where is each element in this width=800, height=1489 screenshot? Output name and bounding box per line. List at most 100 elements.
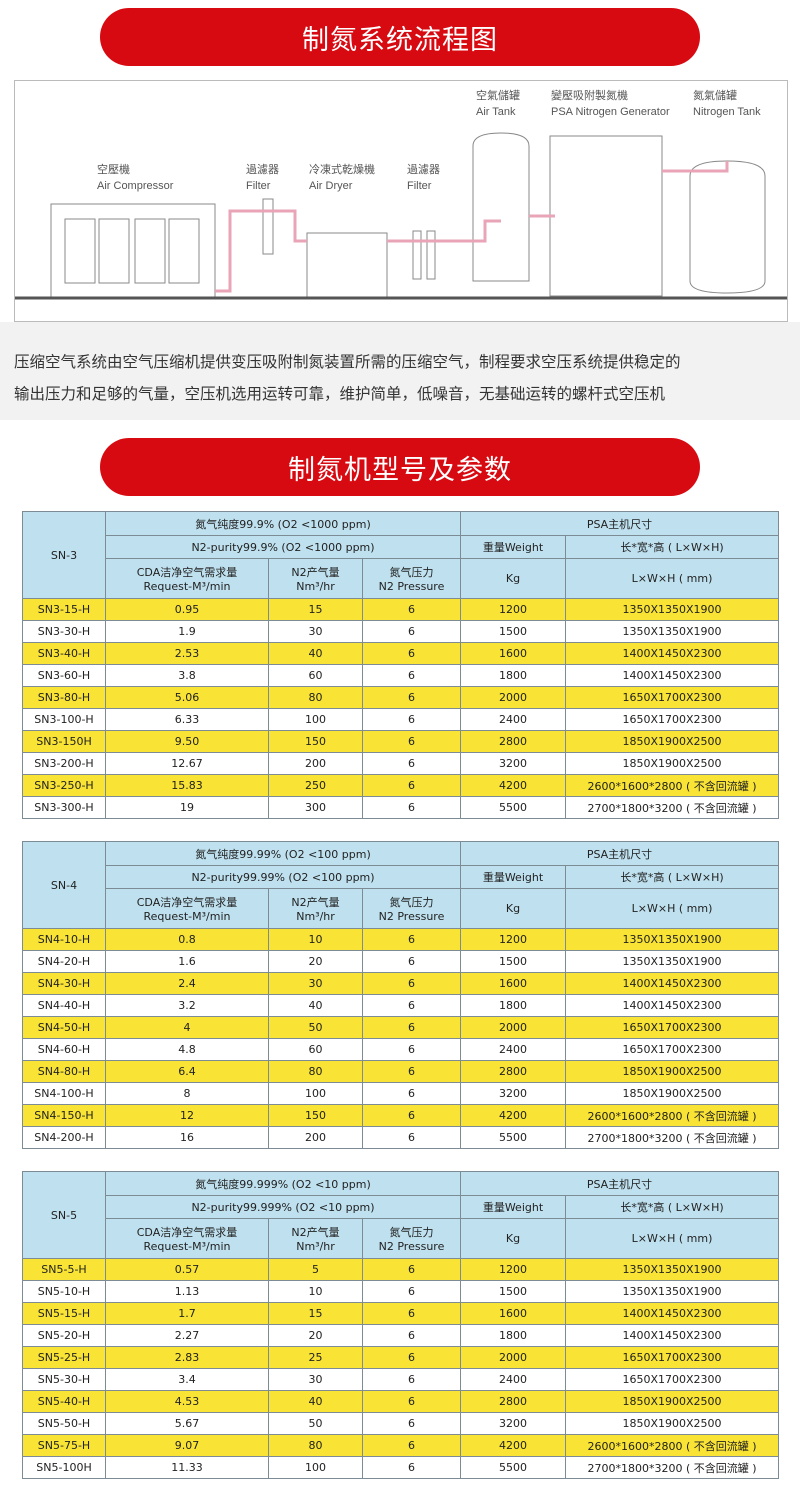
pressure-cell: 6 — [362, 1082, 461, 1105]
model-cell-text: SN4-10-H — [37, 933, 91, 946]
air-tank-en: Air Tank — [476, 106, 516, 118]
nitrogen-tank-zh: 氮氣儲罐 — [693, 88, 737, 102]
pressure-header-line2: N2 Pressure — [378, 910, 445, 923]
spec-table-sn-4: SN-4 氮气纯度99.99% (O2 <100 ppm) PSA主机尺寸 N2-pu… — [22, 841, 780, 1149]
cda-header: CDA洁净空气需求量 Request-M³/min — [105, 558, 269, 599]
model-cell-text: SN3-30-H — [37, 625, 91, 638]
spec-table-sn-5: SN-5 氮气纯度99.999% (O2 <10 ppm) PSA主机尺寸 N2-pu… — [22, 1171, 780, 1479]
weight-cell-text: 4200 — [499, 1109, 527, 1122]
n2-flow-cell: 100 — [268, 1082, 363, 1105]
pressure-header-line2: N2 Pressure — [378, 1240, 445, 1253]
dims-header: 长*宽*高 ( L×W×H) — [564, 865, 780, 889]
cda-cell-text: 4.8 — [178, 1043, 196, 1056]
cda-cell: 6.4 — [105, 1060, 269, 1083]
cda-cell-text: 16 — [180, 1131, 194, 1144]
cda-cell-text: 15.83 — [171, 779, 203, 792]
pressure-cell: 6 — [362, 1324, 461, 1347]
air-dryer-en: Air Dryer — [309, 180, 353, 192]
n2-flow-cell-text: 30 — [308, 977, 323, 990]
pressure-cell: 6 — [362, 1038, 461, 1061]
air-dryer-zh: 冷凍式乾燥機 — [309, 162, 375, 176]
dimensions-cell: 1850X1900X2500 — [564, 1082, 780, 1105]
model-cell: SN4-100-H — [22, 1082, 106, 1105]
table-row: SN3-300-H 19 300 6 5500 2700*1800*3200 ( 不含回流… — [22, 796, 780, 819]
n2-flow-cell: 150 — [268, 730, 363, 753]
weight-cell: 3200 — [460, 1412, 566, 1435]
pressure-cell-text: 6 — [408, 1351, 415, 1364]
dimensions-cell: 1400X1450X2300 — [564, 664, 780, 687]
cda-cell-text: 0.57 — [174, 1263, 200, 1276]
weight-cell: 2800 — [460, 1390, 566, 1413]
filter1-zh: 過濾器 — [246, 162, 279, 176]
cda-cell-text: 4 — [183, 1021, 191, 1034]
mm-header-text: L×W×H ( mm) — [631, 572, 713, 585]
weight-cell-text: 1500 — [499, 625, 527, 638]
weight-cell: 1200 — [460, 928, 566, 951]
cda-header-line1: CDA洁净空气需求量 — [136, 566, 238, 579]
pressure-cell-text: 6 — [408, 1417, 415, 1430]
weight-header: 重量Weight — [460, 1195, 566, 1219]
cda-header-line1: CDA洁净空气需求量 — [136, 896, 238, 909]
cda-cell: 6.33 — [105, 708, 269, 731]
psa-size-header: PSA主机尺寸 — [459, 1171, 780, 1196]
air-tank-shape — [472, 132, 530, 282]
model-cell: SN5-10-H — [22, 1280, 106, 1303]
n2-flow-cell-text: 100 — [305, 1087, 326, 1100]
model-cell-text: SN4-40-H — [37, 999, 91, 1012]
weight-cell: 1800 — [460, 1324, 566, 1347]
nitrogen-tank-shape — [689, 160, 766, 294]
dimensions-cell: 1850X1900X2500 — [564, 1390, 780, 1413]
n2-flow-cell-text: 80 — [308, 691, 323, 704]
weight-cell-text: 2800 — [499, 1065, 527, 1078]
dimensions-cell-text: 1850X1900X2500 — [622, 1417, 722, 1430]
model-cell-text: SN3-300-H — [34, 801, 94, 814]
pressure-cell: 6 — [362, 1390, 461, 1413]
n2-flow-cell-text: 10 — [308, 1285, 323, 1298]
cda-cell: 12 — [105, 1104, 269, 1127]
weight-cell: 3200 — [460, 1082, 566, 1105]
model-cell-text: SN3-40-H — [37, 647, 91, 660]
weight-cell-text: 1500 — [499, 1285, 527, 1298]
pressure-header-line1: 氮气压力 — [389, 566, 434, 579]
nitrogen-system-flow-diagram: 空壓機 Air Compressor 過濾器 Filter 冷凍式乾燥機 Air… — [14, 80, 788, 322]
weight-cell-text: 3200 — [499, 757, 527, 770]
table-row: SN5-50-H 5.67 50 6 3200 1850X1900X2500 — [22, 1412, 780, 1435]
pressure-cell-text: 6 — [408, 1307, 415, 1320]
table-row: SN3-40-H 2.53 40 6 1600 1400X1450X2300 — [22, 642, 780, 665]
cda-cell-text: 3.2 — [178, 999, 196, 1012]
model-cell: SN3-30-H — [22, 620, 106, 643]
weight-cell: 2000 — [460, 686, 566, 709]
weight-cell-text: 2800 — [499, 735, 527, 748]
pressure-cell-text: 6 — [408, 713, 415, 726]
cda-cell: 2.27 — [105, 1324, 269, 1347]
pressure-cell-text: 6 — [408, 1439, 415, 1452]
table-row: SN3-100-H 6.33 100 6 2400 1650X1700X2300 — [22, 708, 780, 731]
model-cell: SN5-5-H — [22, 1258, 106, 1281]
weight-cell-text: 2000 — [499, 691, 527, 704]
pressure-cell: 6 — [362, 1258, 461, 1281]
dimensions-cell-text: 1850X1900X2500 — [622, 1395, 722, 1408]
model-cell: SN4-40-H — [22, 994, 106, 1017]
weight-cell: 1200 — [460, 598, 566, 621]
mm-header-text: L×W×H ( mm) — [631, 1232, 713, 1245]
pressure-cell-text: 6 — [408, 1461, 415, 1474]
pressure-header: 氮气压力 N2 Pressure — [362, 888, 461, 929]
mm-header: L×W×H ( mm) — [564, 558, 780, 599]
n2-flow-cell: 10 — [268, 928, 363, 951]
kg-header: Kg — [460, 888, 566, 929]
pressure-cell: 6 — [362, 620, 461, 643]
dimensions-cell-text: 1650X1700X2300 — [622, 1043, 722, 1056]
n2-flow-cell: 60 — [268, 664, 363, 687]
dimensions-cell-text: 1400X1450X2300 — [622, 669, 722, 682]
table-row: SN4-100-H 8 100 6 3200 1850X1900X2500 — [22, 1082, 780, 1105]
n2-flow-cell-text: 50 — [308, 1417, 323, 1430]
purity-en-header-text: N2-purity99.999% (O2 <10 ppm) — [191, 1200, 375, 1214]
dimensions-cell-text: 1400X1450X2300 — [622, 647, 722, 660]
dimensions-cell: 2700*1800*3200 ( 不含回流罐 ) — [564, 1126, 780, 1149]
weight-cell: 5500 — [460, 796, 566, 819]
air-compressor-en: Air Compressor — [97, 180, 174, 192]
model-cell-text: SN4-50-H — [37, 1021, 91, 1034]
pressure-cell-text: 6 — [408, 1329, 415, 1342]
section-title-models: 制氮机型号及参数 — [100, 438, 700, 496]
cda-header: CDA洁净空气需求量 Request-M³/min — [105, 1218, 269, 1259]
